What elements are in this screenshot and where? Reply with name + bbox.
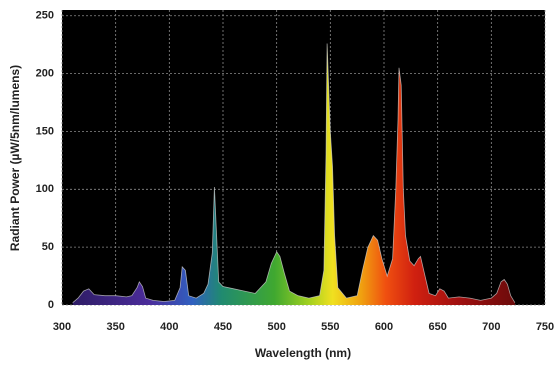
x-tick-label: 400	[160, 321, 178, 333]
x-tick-label: 600	[375, 321, 393, 333]
spectrum-line	[72, 43, 516, 304]
y-tick-label: 50	[42, 241, 54, 253]
x-tick-label: 550	[321, 321, 339, 333]
plot-area	[62, 10, 545, 305]
spectrum-area	[72, 43, 515, 305]
y-axis-title: Radiant Power (µW/5nm/lumens)	[8, 65, 22, 251]
x-tick-label: 450	[214, 321, 232, 333]
x-tick-label: 500	[267, 321, 285, 333]
y-tick-label: 0	[48, 299, 54, 311]
y-tick-label: 150	[36, 125, 54, 137]
x-tick-label: 750	[536, 321, 554, 333]
x-tick-label: 300	[53, 321, 71, 333]
x-tick-label: 350	[106, 321, 124, 333]
y-tick-label: 100	[36, 183, 54, 195]
x-axis-title: Wavelength (nm)	[255, 346, 351, 360]
x-tick-label: 650	[428, 321, 446, 333]
x-tick-label: 700	[482, 321, 500, 333]
y-tick-label: 250	[36, 10, 54, 22]
y-tick-label: 200	[36, 68, 54, 80]
